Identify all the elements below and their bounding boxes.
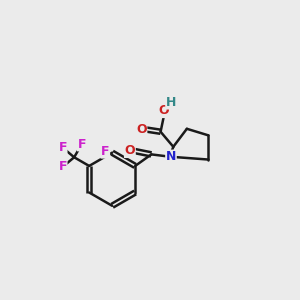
Text: N: N xyxy=(166,150,176,163)
Text: H: H xyxy=(166,96,176,109)
Text: O: O xyxy=(124,144,135,158)
Text: F: F xyxy=(58,141,67,154)
Text: F: F xyxy=(101,145,110,158)
Text: O: O xyxy=(159,104,170,118)
Text: F: F xyxy=(58,160,67,173)
Text: O: O xyxy=(136,123,147,136)
Text: F: F xyxy=(77,138,86,151)
